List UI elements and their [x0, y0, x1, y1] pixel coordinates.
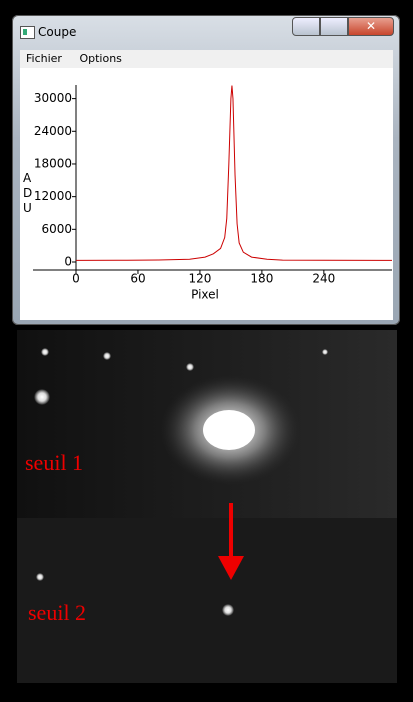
star [186, 363, 194, 371]
menu-item[interactable]: Options [79, 52, 122, 65]
minimize-button[interactable] [292, 17, 320, 36]
x-tick-label: 120 [188, 272, 211, 286]
window-buttons: ✕ [292, 17, 394, 36]
maximize-button[interactable] [320, 17, 348, 36]
galaxy-core [203, 410, 255, 450]
image-label: seuil 1 [25, 450, 84, 475]
close-button[interactable]: ✕ [348, 17, 394, 36]
menu-item[interactable]: Fichier [26, 52, 62, 65]
menu-bar: Fichier Options [20, 50, 393, 68]
y-tick-label: 6000 [41, 222, 72, 236]
arrow-head [218, 556, 244, 580]
plot-area [20, 68, 393, 320]
window-title: Coupe [38, 25, 77, 39]
star [41, 348, 49, 356]
x-tick-label: 60 [130, 272, 145, 286]
profile-line [75, 85, 393, 261]
y-tick-label: 30000 [34, 91, 72, 105]
image-2 [17, 518, 397, 683]
star [222, 604, 234, 616]
x-tick-label: 0 [72, 272, 80, 286]
x-tick-label: 240 [312, 272, 335, 286]
star [103, 352, 111, 360]
star [322, 349, 328, 355]
star [36, 573, 44, 581]
x-tick-label: 180 [250, 272, 273, 286]
y-tick-label: 0 [64, 255, 72, 269]
y-tick-label: 24000 [34, 124, 72, 138]
window-icon [20, 26, 35, 39]
y-tick-label: 12000 [34, 189, 72, 203]
y-tick-label: 18000 [34, 156, 72, 170]
x-axis-label: Pixel [191, 288, 219, 302]
image-label: seuil 2 [28, 600, 87, 625]
star [34, 389, 50, 405]
